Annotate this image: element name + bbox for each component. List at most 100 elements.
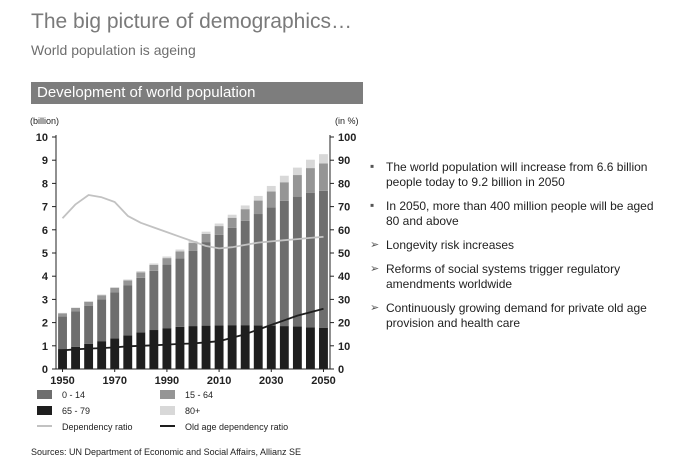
bar-segment	[84, 301, 94, 306]
bullet-text: The world population will increase from …	[386, 160, 648, 189]
bar-segment	[188, 250, 198, 327]
x-tick-label: 2050	[311, 375, 335, 387]
bar-segment	[279, 200, 289, 327]
y-left-tick-label: 0	[42, 364, 48, 376]
bar-segment	[319, 327, 328, 369]
page-subtitle: World population is ageing	[31, 42, 196, 58]
y-right-tick-label: 20	[338, 318, 350, 330]
y-right-tick-label: 80	[338, 178, 350, 190]
bar-segment	[266, 207, 276, 326]
bar-segment	[71, 311, 81, 347]
bullet-item: ▪ The world population will increase from…	[368, 159, 668, 190]
bar-segment	[136, 272, 146, 278]
bar-segment	[175, 249, 185, 252]
bar-segment	[292, 167, 302, 176]
bar-segment	[305, 327, 315, 369]
bar-segment	[279, 175, 289, 183]
x-tick-label: 1950	[50, 375, 74, 387]
series-line	[61, 194, 324, 250]
y-right-axis-title: (in %)	[335, 116, 359, 126]
y-right-tick-label: 50	[338, 248, 350, 260]
bar-segment	[214, 226, 224, 235]
bar-segment	[201, 325, 211, 369]
bar-segment	[84, 343, 94, 369]
bar-segment	[240, 205, 250, 210]
bar-segment	[240, 325, 250, 369]
bar-segment	[162, 256, 172, 259]
bar-segment	[253, 200, 263, 215]
bar-segment	[266, 185, 276, 192]
bar-segment	[97, 295, 107, 300]
legend-label: 80+	[185, 406, 200, 416]
bar-segment	[123, 280, 133, 286]
legend-label: Dependency ratio	[62, 422, 133, 432]
x-tick-label: 2030	[259, 375, 283, 387]
bar-segment	[149, 264, 159, 271]
bar-segment	[58, 316, 67, 350]
y-right-tick-label: 70	[338, 202, 350, 214]
arrow-bullet-icon: ➢	[370, 302, 380, 314]
bar-segment	[253, 325, 263, 369]
bar-segment	[227, 325, 237, 369]
y-left-tick-label: 9	[42, 155, 48, 167]
y-left-tick-label: 1	[42, 341, 48, 353]
bar-segment	[71, 346, 81, 369]
chart-banner: Development of world population	[31, 82, 363, 104]
bar-segment	[71, 307, 81, 312]
bar-segment	[149, 263, 159, 265]
y-right-tick-label: 90	[338, 155, 350, 167]
bar-segment	[227, 217, 237, 228]
square-bullet-icon: ▪	[370, 198, 375, 212]
bar-segment	[97, 294, 107, 296]
legend-swatch	[37, 406, 52, 415]
y-left-tick-label: 2	[42, 318, 48, 330]
source-note: Sources: UN Department of Economic and S…	[31, 447, 301, 457]
y-left-tick-label: 5	[42, 248, 48, 260]
bar-segment	[305, 168, 315, 193]
y-right-tick-label: 40	[338, 271, 350, 283]
bullet-text: In 2050, more than 400 million people wi…	[386, 199, 654, 228]
bar-segment	[292, 326, 302, 369]
bar-segment	[162, 258, 172, 265]
bar-segment	[227, 214, 237, 218]
square-bullet-icon: ▪	[370, 159, 375, 173]
bar-segment	[292, 175, 302, 197]
bullet-text: Reforms of social systems trigger regula…	[386, 262, 621, 291]
bullet-item: ➢ Longevity risk increases	[368, 238, 668, 253]
legend-label: Old age dependency ratio	[185, 422, 288, 432]
bar-segment	[240, 220, 250, 326]
bullet-item: ➢ Reforms of social systems trigger regul…	[368, 262, 668, 292]
bar-segment	[136, 271, 146, 273]
bar-segment	[136, 277, 146, 333]
y-right-tick-label: 30	[338, 294, 350, 306]
x-tick-label: 2010	[207, 375, 231, 387]
bar-segment	[227, 227, 237, 326]
bar-segment	[214, 325, 224, 369]
legend-swatch	[160, 390, 175, 399]
bullet-item: ▪ In 2050, more than 400 million people w…	[368, 198, 668, 229]
y-left-tick-label: 7	[42, 202, 48, 214]
bar-segment	[279, 182, 289, 201]
page-title: The big picture of demographics…	[31, 10, 352, 33]
bar-segment	[201, 242, 211, 326]
y-left-tick-label: 8	[42, 178, 48, 190]
x-tick-label: 1970	[102, 375, 126, 387]
bar-segment	[136, 332, 146, 369]
bar-segment	[175, 251, 185, 259]
y-right-tick-label: 60	[338, 225, 350, 237]
bar-segment	[123, 279, 133, 281]
bar-segment	[319, 163, 328, 191]
y-right-tick-label: 10	[338, 341, 350, 353]
bar-segment	[201, 231, 211, 234]
bar-segment	[110, 292, 120, 339]
bar-segment	[175, 258, 185, 327]
bar-segment	[292, 196, 302, 327]
bar-segment	[162, 328, 172, 369]
bar-segment	[175, 326, 185, 369]
bar-segment	[240, 209, 250, 221]
bar-segment	[97, 341, 107, 369]
key-points-list: ▪ The world population will increase from…	[368, 159, 668, 340]
bar-segment	[266, 191, 276, 208]
bar-segment	[149, 330, 159, 369]
